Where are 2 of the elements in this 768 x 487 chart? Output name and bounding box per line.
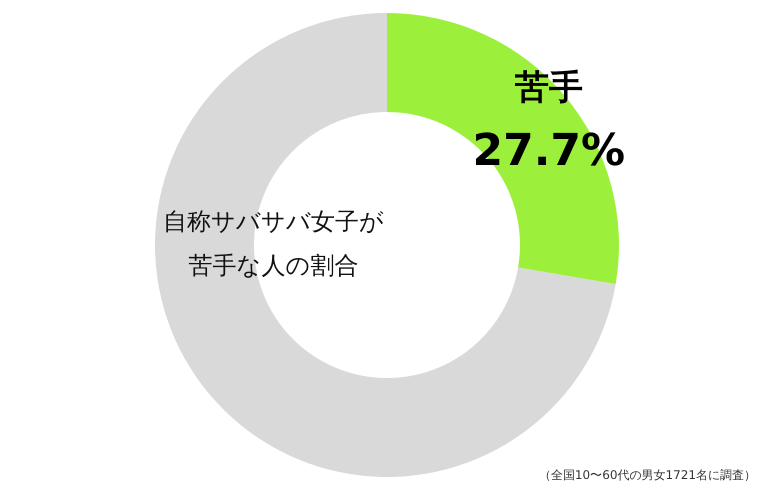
text: 自称サバサバ女子が苦手な人の割合 (163, 208, 384, 280)
text: （全国10〜60代の男女1721名に調査） (538, 468, 756, 482)
